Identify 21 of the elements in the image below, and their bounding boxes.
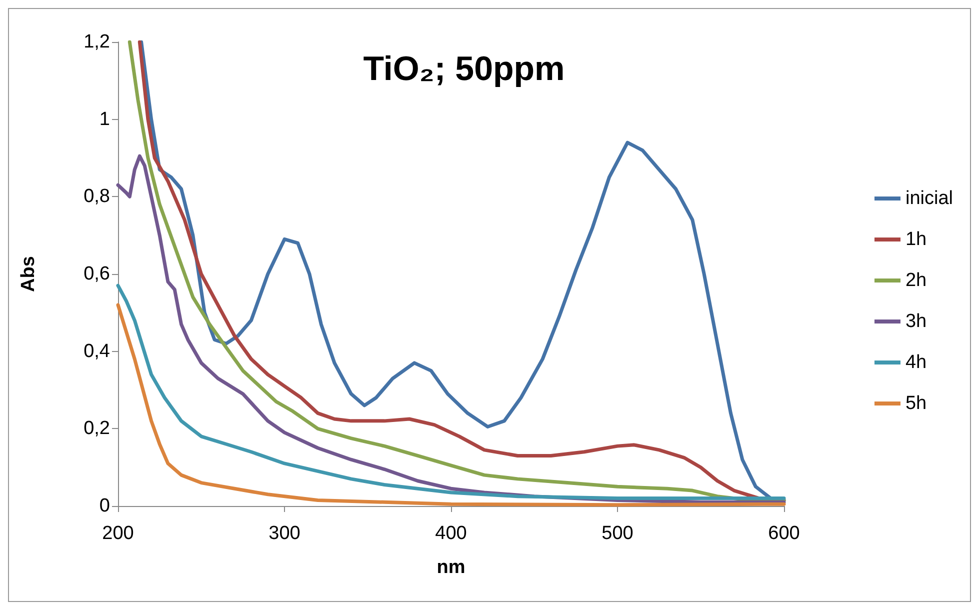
x-tick-label: 400 — [435, 523, 467, 544]
y-tick-label: 0,4 — [84, 340, 110, 362]
y-tick-label: 0 — [99, 496, 110, 516]
legend-label: 4h — [905, 352, 927, 373]
legend-label: inicial — [905, 188, 954, 209]
legend-label: 5h — [905, 393, 927, 414]
y-tick-label: 1 — [99, 108, 110, 130]
y-tick-label: 1,2 — [84, 32, 110, 52]
chart-title: TiO₂; 50ppm — [363, 50, 565, 88]
legend-label: 3h — [905, 311, 927, 332]
y-axis-title: Abs — [18, 256, 39, 292]
x-tick-label: 300 — [268, 523, 300, 544]
x-tick-label: 500 — [602, 523, 634, 544]
x-axis-title: nm — [436, 557, 466, 578]
y-tick-label: 0,2 — [84, 418, 110, 440]
y-tick-label: 0,8 — [84, 186, 110, 208]
x-tick-label: 600 — [768, 523, 800, 544]
y-tick-label: 0,6 — [84, 264, 110, 284]
x-tick-label: 200 — [102, 523, 134, 544]
legend-label: 2h — [905, 270, 927, 291]
legend-label: 1h — [905, 229, 927, 250]
